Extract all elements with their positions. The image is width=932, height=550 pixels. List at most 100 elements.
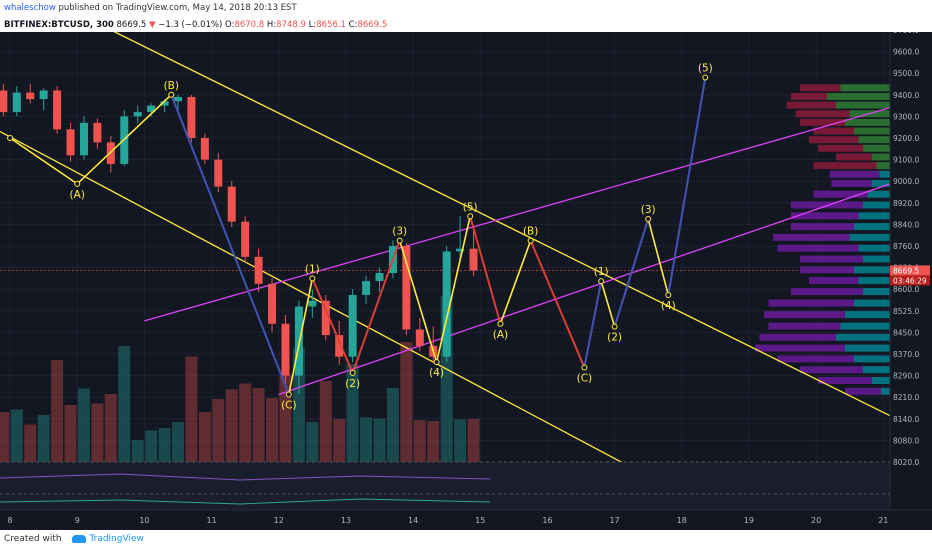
candle-body: [79, 122, 88, 156]
volume-profile-bar-up: [854, 127, 890, 135]
price-tick-label: 8020.0: [893, 458, 919, 467]
correction-wave-segment: [469, 216, 502, 325]
indicator-panes: [0, 461, 890, 510]
wave-point: [396, 237, 403, 244]
tradingview-brand[interactable]: TradingView: [89, 534, 144, 544]
time-tick-label: 10: [139, 516, 149, 525]
time-tick-label: 16: [542, 516, 552, 525]
volume-bar: [145, 430, 158, 462]
time-tick-label: 18: [677, 516, 687, 525]
volume-bar: [239, 383, 252, 462]
volume-profile-bar-up: [849, 233, 890, 241]
volume-bar: [185, 356, 198, 462]
volume-bar: [413, 420, 426, 462]
wave-label: (5): [463, 201, 478, 213]
candle-body: [12, 92, 21, 113]
volume-profile-bar-down: [813, 190, 868, 198]
time-axis-bg: [0, 510, 932, 530]
wave-point: [433, 359, 440, 366]
wave-label: (5): [698, 63, 713, 75]
price-chart[interactable]: (A) (B) (C) (1) (2) (3) (4) (5) (A) (B) (C) (1) (2) (…: [0, 32, 932, 530]
volume-profile-bar-down: [777, 355, 854, 363]
time-tick-label: 11: [206, 516, 216, 525]
elliott-wave-lines[interactable]: [7, 74, 709, 398]
channel-line: [278, 183, 891, 396]
time-tick-label: 17: [610, 516, 620, 525]
symbol-label[interactable]: BITFINEX:BTCUSD, 300: [4, 20, 114, 30]
volume-profile-bar-down: [845, 387, 881, 395]
volume-profile-bar-down: [813, 127, 854, 135]
volume-profile-bar-up: [872, 179, 890, 187]
wave-point: [349, 369, 356, 376]
impulse-wave-segment: [170, 94, 290, 395]
candle-body: [456, 248, 465, 252]
time-tick-label: 14: [408, 516, 418, 525]
price-axis[interactable]: 9700.0 9600.0 9500.0 9400.0 9300.0 9200.0 9100…: [889, 32, 932, 530]
volume-profile-bar-down: [800, 366, 863, 374]
volume-bar: [427, 421, 440, 462]
countdown-label: 03:46:29: [893, 276, 927, 285]
change-down-icon: ▼: [148, 20, 156, 30]
price-tick-label: 9300.0: [893, 112, 919, 121]
price-tick-label: 8080.0: [893, 436, 919, 445]
volume-bar: [0, 412, 10, 462]
author-link[interactable]: whaleschow: [4, 3, 56, 13]
time-tick-label: 8: [8, 516, 13, 525]
last-price: 8669.5: [116, 20, 147, 30]
wave-point: [285, 391, 292, 398]
candle-body: [308, 300, 317, 307]
volume-bar: [306, 422, 319, 462]
volume-bar: [104, 394, 117, 462]
volume-profile-bar-up: [858, 244, 890, 252]
candle-body: [160, 101, 169, 106]
close-label: C:: [348, 20, 358, 30]
wave-point: [309, 275, 316, 282]
candle-body: [281, 323, 290, 376]
time-tick-label: 20: [811, 516, 821, 525]
footer-bar: Created with TradingView: [0, 530, 932, 550]
volume-profile-bar-up: [863, 288, 890, 296]
volume-bar: [91, 403, 104, 462]
candle-body: [415, 329, 424, 346]
volume-bar: [386, 388, 399, 462]
current-price-label: 8669.5: [893, 266, 919, 275]
tradingview-logo-icon: [72, 534, 87, 543]
price-tick-label: 8840.0: [893, 220, 919, 229]
wave-point: [467, 213, 474, 220]
wave-label: (3): [641, 204, 656, 216]
wave-point: [7, 135, 14, 141]
indicator-line: [0, 473, 491, 481]
candle-body: [348, 294, 357, 357]
ohlc-header: BITFINEX:BTCUSD, 300 8669.5 ▼ −1.3 (−0.0…: [0, 20, 932, 32]
time-axis[interactable]: 8 9 10 11 12 13 14 15 16 17 18 19 20 21: [0, 509, 932, 530]
volume-profile-bar-down: [791, 92, 827, 100]
volume-profile-bar-up: [881, 387, 890, 395]
low-value: 8656.1: [316, 20, 346, 30]
current-price-badge: [890, 265, 930, 276]
wave-point: [665, 291, 672, 298]
wave-label: (B): [164, 80, 179, 92]
volume-profile-bar-down: [831, 179, 872, 187]
volume-profile-bar-down: [791, 288, 863, 296]
volume-profile-bar-down: [809, 277, 859, 285]
volume-profile-bar-down: [768, 299, 854, 307]
volume-bar: [10, 409, 23, 462]
price-tick-label: 8450.0: [893, 328, 919, 337]
volume-profile-bar-up: [840, 322, 890, 330]
volume-profile-bar-up: [872, 153, 890, 161]
volume-profile-bar-up: [879, 170, 890, 178]
wave-point: [645, 216, 652, 222]
correction-wave-segment: [351, 240, 401, 374]
candle-body: [0, 90, 8, 113]
candle-body: [66, 129, 75, 156]
volume-profile-bar-up: [854, 355, 890, 363]
impulse-wave-segment: [667, 77, 707, 296]
impulse-wave-segment: [583, 280, 603, 368]
candle-body: [53, 90, 62, 130]
volume-profile-bar-down: [818, 377, 872, 384]
wave-point: [581, 364, 588, 371]
candle-body: [362, 281, 371, 295]
price-tick-label: 8920.0: [893, 199, 919, 208]
high-label: H:: [266, 20, 277, 30]
wave-label: (2): [607, 332, 622, 344]
